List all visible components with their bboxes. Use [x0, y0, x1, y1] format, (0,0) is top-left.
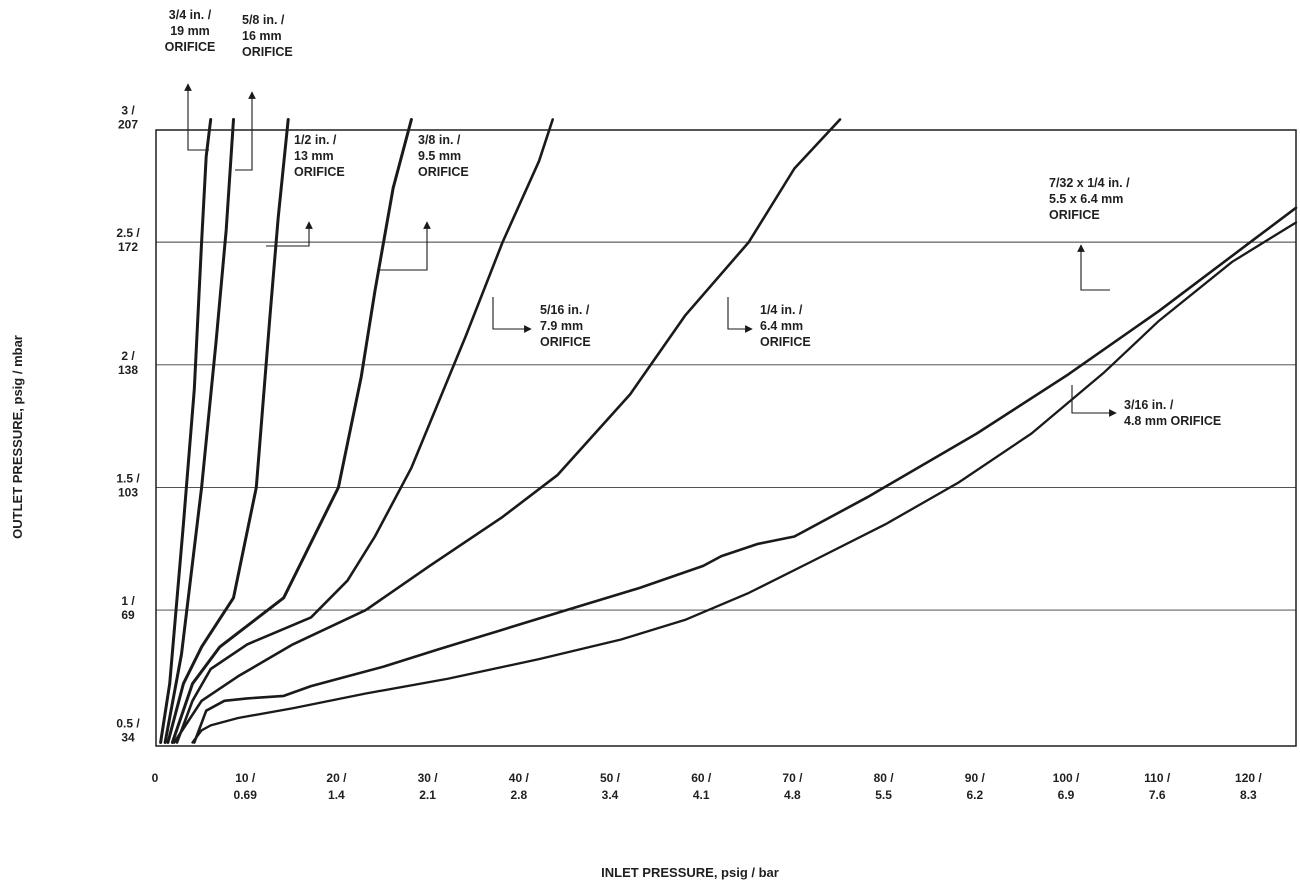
curve-5-16-in: [175, 118, 554, 744]
y-tick-label: 1.5 /103: [116, 471, 140, 499]
plot-frame: [155, 129, 1297, 747]
curve-3-8-in-label: 3/8 in. /9.5 mm ORIFICE: [418, 133, 469, 179]
curve-3-16-in: [191, 221, 1298, 744]
x-tick-label: 110 /7.6: [1144, 771, 1171, 802]
x-tick-label: 100 /6.9: [1053, 771, 1080, 802]
x-tick-label: 30 /2.1: [418, 771, 439, 802]
x-tick-label: 90 /6.2: [965, 771, 986, 802]
curve-1-4-in: [172, 118, 842, 744]
curve-7-32-x-1-4-in-label: 7/32 x 1/4 in. /5.5 x 6.4 mm ORIFICE: [1049, 176, 1130, 222]
x-tick-label: 10 /0.69: [234, 771, 258, 802]
axis-ticks: 0.5 /34 1 /69 1.5 /103 2 /138 2.5 /172 3 /207…: [116, 103, 1262, 802]
curve-3-16-in-label: 3/16 in. /4.8 mm ORIFICE: [1124, 398, 1221, 428]
curve-3-4-in-leader: [184, 83, 209, 151]
curve-1-2-in-leader: [266, 221, 313, 247]
y-axis-title: OUTLET PRESSURE, psig / mbar: [10, 335, 25, 539]
curve-3-16-in-leader: [1071, 385, 1117, 417]
y-tick-label: 3 /207: [118, 103, 138, 131]
gridlines: [156, 241, 1296, 611]
x-axis-title: INLET PRESSURE, psig / bar: [601, 865, 779, 880]
curve-3-8-in: [170, 118, 413, 744]
curve-7-32-x-1-4-in-leader: [1077, 244, 1110, 291]
x-tick-label: 50 /3.4: [600, 771, 621, 802]
curve-3-4-in-label: 3/4 in. /19 mm ORIFICE: [165, 8, 216, 54]
x-tick-label: 60 /4.1: [691, 771, 712, 802]
y-tick-label: 2.5 /172: [116, 226, 140, 254]
x-tick-label: 70 /4.8: [782, 771, 803, 802]
curve-5-16-in-label: 5/16 in. /7.9 mm ORIFICE: [540, 303, 591, 349]
y-tick-label: 1 /69: [121, 594, 135, 622]
curve-3-4-in: [159, 118, 213, 744]
curve-1-2-in-label: 1/2 in. /13 mm ORIFICE: [294, 133, 345, 179]
orifice-curves: [159, 118, 1298, 744]
curve-1-2-in: [166, 118, 290, 744]
y-tick-label: 0.5 /34: [116, 717, 140, 745]
x-tick-label: 40 /2.8: [509, 771, 530, 802]
curve-7-32-x-1-4-in: [193, 206, 1298, 744]
curve-callouts: 3/4 in. /19 mm ORIFICE 5/8 in. /16 mm ORIFI…: [165, 8, 1222, 428]
x-tick-label: 80 /5.5: [874, 771, 895, 802]
curve-1-4-in-label: 1/4 in. /6.4 mm ORIFICE: [760, 303, 811, 349]
x-tick-label: 120 /8.3: [1235, 771, 1262, 802]
curve-5-8-in-label: 5/8 in. /16 mm ORIFICE: [242, 13, 293, 59]
x-tick-label: 0: [152, 771, 159, 785]
curve-5-16-in-leader: [492, 297, 532, 333]
curve-3-8-in-leader: [377, 221, 431, 271]
curve-1-4-in-leader: [727, 297, 753, 333]
x-tick-label: 20 /1.4: [326, 771, 347, 802]
curve-5-8-in: [163, 118, 235, 744]
y-tick-label: 2 /138: [118, 349, 138, 377]
curve-5-8-in-leader: [235, 91, 256, 171]
